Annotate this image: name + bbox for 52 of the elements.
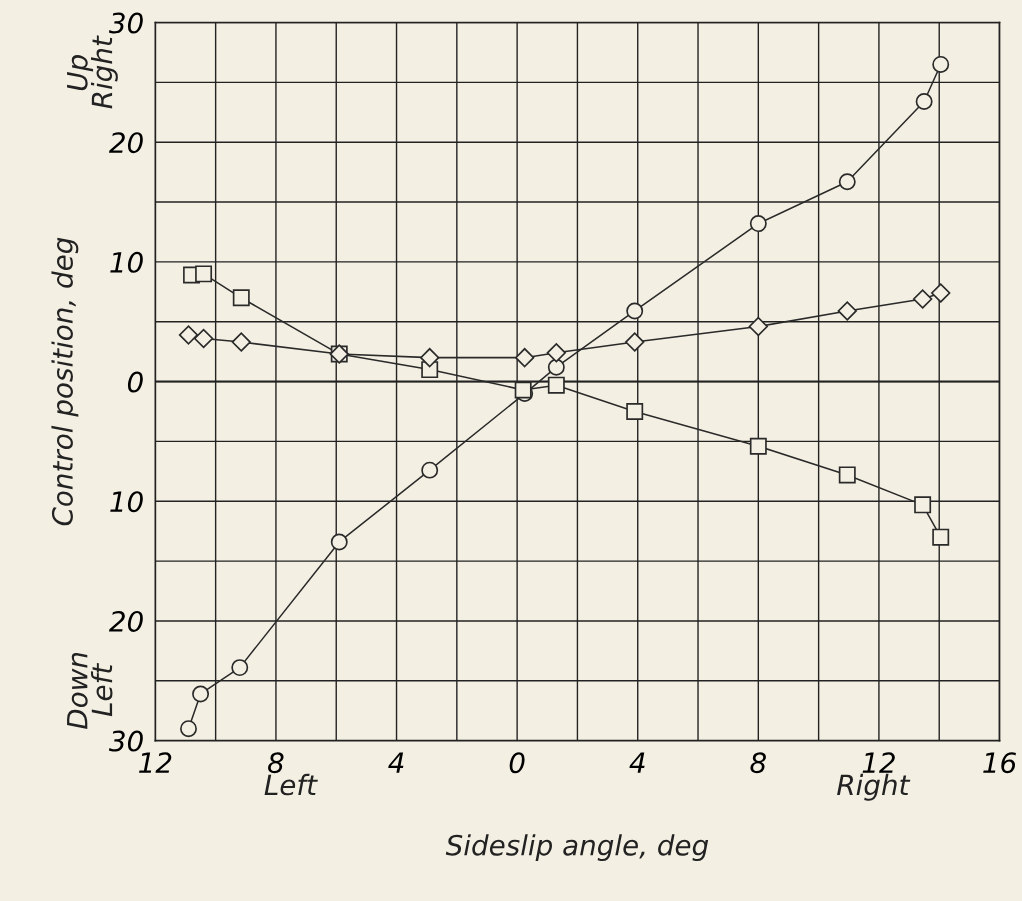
point	[748, 316, 768, 337]
point	[932, 528, 950, 546]
point	[547, 358, 565, 376]
point	[231, 659, 249, 677]
text: Down Left	[67, 652, 113, 729]
point	[421, 461, 439, 479]
x-tick-label: 16	[983, 752, 1016, 774]
y-tick-label: 20	[108, 132, 143, 154]
point	[330, 533, 348, 551]
x-tick-label: 12	[139, 752, 172, 773]
x-tick-label: 0	[509, 752, 525, 774]
point	[625, 332, 645, 352]
text: Left	[264, 773, 318, 796]
x-axis-title: Sideslip angle, deg	[445, 834, 709, 862]
point	[231, 332, 251, 352]
point	[912, 289, 933, 309]
x-tick-label: 12	[862, 752, 895, 773]
point	[931, 283, 951, 303]
y-tick-label: 30	[108, 730, 143, 752]
y-tick-label: 0	[127, 371, 143, 393]
x-tick-label: 4	[388, 752, 404, 773]
text: Right	[837, 773, 911, 801]
point	[514, 347, 535, 368]
x-tick-label: 4	[629, 752, 645, 773]
point	[232, 289, 250, 307]
y-tick-label: 30	[108, 12, 143, 34]
point	[915, 93, 933, 110]
y-tick-label: 20	[108, 610, 143, 632]
point	[626, 403, 644, 420]
point	[749, 437, 767, 455]
point	[547, 376, 565, 394]
point	[749, 215, 767, 233]
point	[180, 720, 197, 738]
point	[626, 302, 644, 320]
x-tick-label: 8	[268, 752, 284, 774]
point	[838, 173, 856, 191]
point	[838, 466, 856, 484]
point	[914, 496, 932, 514]
y-tick-label: 10	[110, 251, 143, 273]
y-axis-title: Control position, deg	[51, 237, 79, 526]
point	[837, 301, 857, 321]
point	[932, 55, 950, 73]
text: Up Right	[67, 35, 118, 109]
y-tick-label: 10	[110, 491, 143, 513]
point	[420, 347, 440, 368]
point	[195, 265, 213, 283]
point	[193, 328, 214, 349]
point	[514, 381, 532, 399]
point	[178, 325, 199, 345]
x-tick-label: 8	[750, 752, 766, 774]
point	[192, 685, 210, 703]
point	[546, 343, 567, 363]
